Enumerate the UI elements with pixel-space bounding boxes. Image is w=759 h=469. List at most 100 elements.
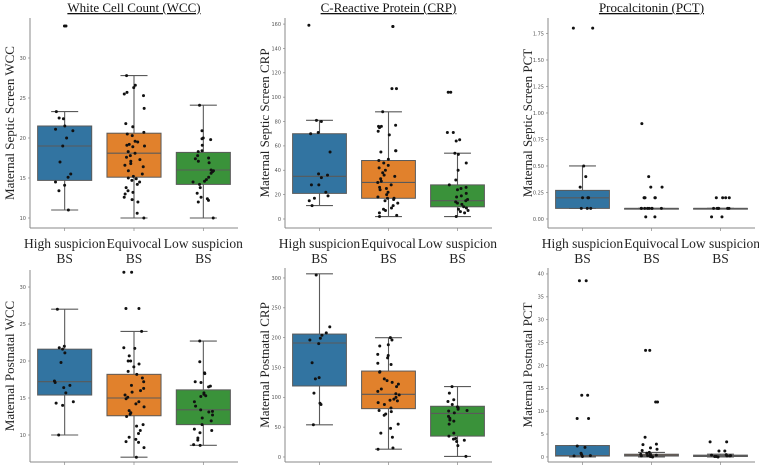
data-point: [192, 400, 196, 404]
data-point: [389, 410, 393, 414]
data-point: [138, 158, 142, 162]
data-point: [575, 417, 579, 421]
data-point: [62, 386, 66, 390]
y-tick-label: 40: [538, 272, 544, 278]
x-category-label: Low suspicion: [164, 236, 243, 251]
data-point: [396, 422, 400, 426]
data-point: [53, 380, 57, 384]
y-tick-label: 250: [271, 306, 281, 312]
data-point: [196, 436, 200, 440]
y-tick-label: 20: [20, 359, 26, 365]
x-category-label-line2: BS: [126, 251, 143, 266]
data-point: [64, 391, 68, 395]
data-point: [458, 138, 462, 142]
box: [175, 151, 231, 185]
data-point: [389, 406, 393, 410]
data-point: [396, 201, 400, 205]
data-point: [651, 455, 655, 459]
data-point: [390, 338, 394, 342]
data-point: [319, 120, 323, 124]
box-group-high-suspicion-bs: [555, 279, 610, 465]
data-point: [142, 405, 146, 409]
box-group-high-suspicion-bs: [292, 273, 347, 465]
data-point: [126, 369, 130, 373]
data-point: [644, 215, 648, 219]
data-point: [129, 159, 133, 163]
x-category-label-line2: BS: [56, 251, 73, 266]
data-point: [376, 389, 380, 393]
data-point: [143, 144, 147, 148]
y-tick-label: 120: [271, 71, 281, 77]
data-point: [199, 408, 203, 412]
chart-title: C-Reactive Protein (CRP): [321, 0, 457, 15]
data-point: [390, 87, 394, 91]
data-point: [309, 183, 313, 187]
data-point: [581, 196, 585, 200]
data-point: [376, 352, 380, 356]
data-point: [207, 385, 211, 389]
chart-title: White Cell Count (WCC): [67, 0, 200, 15]
data-point: [647, 175, 651, 179]
data-point: [141, 423, 145, 427]
data-point: [464, 206, 468, 210]
data-point: [376, 129, 380, 133]
data-point: [69, 172, 73, 176]
data-point: [392, 397, 396, 401]
data-point: [196, 159, 200, 163]
data-point: [456, 152, 460, 156]
data-point: [130, 390, 134, 394]
data-point: [452, 419, 456, 423]
data-point: [653, 196, 657, 200]
y-axis-label: Maternal Septic Screen WCC: [2, 46, 17, 200]
y-tick-label: 100: [271, 95, 281, 101]
box-group-high-suspicion-bs: [37, 307, 93, 465]
y-tick-label: 30: [20, 285, 26, 291]
data-point: [65, 136, 69, 140]
data-point: [135, 372, 139, 376]
data-point: [319, 402, 323, 406]
x-category-label-line2: BS: [380, 251, 397, 266]
data-point: [123, 192, 127, 196]
data-point: [196, 150, 200, 154]
data-point: [389, 183, 393, 187]
data-point: [317, 342, 321, 346]
data-point: [131, 174, 135, 178]
data-point: [386, 163, 390, 167]
y-tick-label: 0.25: [533, 190, 544, 196]
data-point: [386, 190, 390, 194]
y-tick-label: 1.00: [533, 111, 544, 117]
data-point: [207, 156, 211, 160]
data-point: [61, 117, 65, 121]
data-point: [126, 189, 130, 193]
box: [37, 348, 93, 396]
box-group-low-suspicion-bs: [430, 385, 485, 465]
data-point: [378, 370, 382, 374]
y-tick-label: 100: [271, 395, 281, 401]
y-tick-label: 200: [271, 335, 281, 341]
data-point: [381, 171, 385, 175]
data-point: [710, 215, 714, 219]
data-point: [381, 110, 385, 114]
data-point: [466, 208, 470, 212]
data-point: [193, 380, 197, 384]
data-point: [200, 129, 204, 133]
data-point: [127, 409, 131, 413]
data-point: [142, 446, 146, 450]
x-category-label-line2: BS: [195, 251, 212, 266]
data-point: [460, 202, 464, 206]
data-point: [198, 443, 202, 447]
data-point: [717, 206, 721, 210]
data-point: [308, 338, 312, 342]
data-point: [125, 132, 129, 136]
data-point: [141, 94, 145, 98]
data-point: [586, 393, 590, 397]
data-point: [382, 161, 386, 165]
data-point: [54, 127, 58, 131]
data-point: [142, 386, 146, 390]
data-point: [123, 393, 127, 397]
data-point: [376, 401, 380, 405]
data-point: [211, 413, 215, 417]
data-point: [391, 446, 395, 450]
data-point: [587, 196, 591, 200]
